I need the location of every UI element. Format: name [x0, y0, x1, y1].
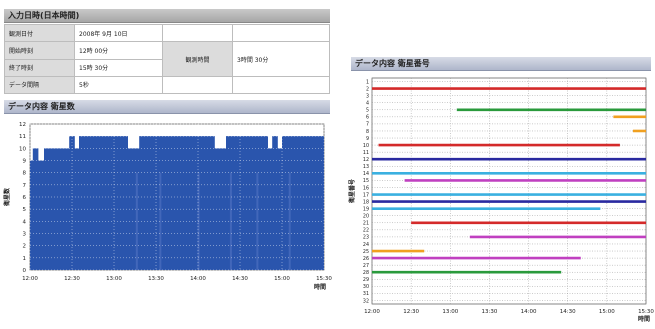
x-tick-label: 13:30: [148, 276, 164, 282]
y-tick-label: 8: [366, 129, 369, 135]
y-tick-label: 19: [363, 206, 369, 212]
duration-value: 3時間 30分: [232, 41, 330, 77]
satellite-number-chart: 1234567891011121314151617181920212223242…: [348, 77, 654, 323]
y-tick-label: 27: [363, 263, 369, 269]
y-tick-label: 31: [363, 291, 369, 297]
start-time-label: 開始時刻: [4, 41, 75, 60]
y-tick-label: 16: [363, 185, 369, 191]
x-tick-label: 13:00: [106, 276, 122, 282]
y-axis-label: 衛星数: [3, 187, 11, 207]
y-tick-label: 10: [363, 143, 369, 149]
area-stripe: [229, 172, 232, 270]
x-tick-label: 14:00: [521, 309, 537, 315]
y-tick-label: 32: [363, 298, 369, 304]
y-tick-label: 25: [363, 249, 369, 255]
y-tick-label: 6: [23, 195, 27, 201]
y-tick-label: 0: [23, 268, 27, 274]
input-datetime-header: 入力日時(日本時間): [4, 9, 330, 23]
y-tick-label: 17: [363, 192, 369, 198]
y-tick-label: 7: [366, 122, 369, 128]
table-row: 開始時刻 12時 00分 観測時間 3時間 30分: [4, 41, 330, 77]
x-axis-label: 時間: [638, 315, 650, 323]
x-tick-label: 13:30: [481, 309, 497, 315]
x-tick-label: 14:30: [232, 276, 248, 282]
table-spacer: [162, 75, 233, 95]
x-tick-label: 14:30: [560, 309, 576, 315]
y-tick-label: 4: [366, 101, 369, 107]
y-tick-label: 2: [366, 86, 369, 92]
table-row: 観測日付 2008年 9月 10日: [4, 23, 330, 43]
y-tick-label: 9: [23, 159, 27, 165]
data-interval-label: データ間隔: [4, 75, 75, 95]
observation-date-label: 観測日付: [4, 23, 75, 43]
y-tick-label: 2: [23, 244, 27, 250]
y-tick-label: 10: [19, 146, 26, 152]
y-tick-label: 26: [363, 256, 369, 262]
satellite-count-area: [30, 136, 324, 270]
y-tick-label: 12: [363, 157, 369, 163]
y-tick-label: 24: [363, 242, 369, 248]
x-tick-label: 12:00: [364, 309, 380, 315]
y-tick-label: 5: [366, 108, 369, 114]
x-tick-label: 12:00: [22, 276, 38, 282]
y-tick-label: 11: [363, 150, 369, 156]
data-interval-value: 5秒: [74, 75, 163, 95]
start-time-value: 12時 00分: [74, 41, 163, 60]
area-stripe: [159, 172, 162, 270]
observation-info-table: 観測日付 2008年 9月 10日 開始時刻 12時 00分 観測時間 3時間 …: [4, 23, 330, 95]
x-tick-label: 15:30: [638, 309, 654, 315]
table-spacer: [232, 23, 330, 43]
area-stripe: [135, 172, 138, 270]
y-tick-label: 6: [366, 115, 369, 121]
y-tick-label: 7: [23, 183, 27, 189]
y-tick-label: 30: [363, 284, 369, 290]
y-tick-label: 28: [363, 270, 369, 276]
end-time-label: 終了時刻: [4, 58, 75, 77]
y-axis-label: 衛星番号: [348, 179, 356, 204]
table-spacer: [232, 75, 330, 95]
y-tick-label: 12: [19, 122, 26, 128]
y-tick-label: 23: [363, 235, 369, 241]
duration-label: 観測時間: [162, 41, 233, 77]
x-tick-label: 14:00: [190, 276, 206, 282]
y-tick-label: 13: [363, 164, 369, 170]
area-stripe: [256, 172, 259, 270]
plot-area: [371, 77, 647, 305]
satellite-number-header: データ内容 衛星番号: [351, 57, 651, 71]
observation-date-value: 2008年 9月 10日: [74, 23, 163, 43]
x-tick-label: 12:30: [64, 276, 80, 282]
y-tick-label: 4: [23, 219, 27, 225]
x-tick-label: 15:30: [316, 276, 332, 282]
y-tick-label: 5: [23, 207, 27, 213]
table-spacer: [162, 23, 233, 43]
y-tick-label: 3: [23, 232, 27, 238]
y-tick-label: 9: [366, 136, 369, 142]
y-tick-label: 20: [363, 214, 369, 220]
x-axis-label: 時間: [314, 283, 326, 291]
y-tick-label: 21: [363, 221, 369, 227]
table-row: 終了時刻 15時 30分: [4, 58, 330, 77]
y-tick-label: 14: [363, 171, 369, 177]
table-row: データ間隔 5秒: [4, 75, 330, 95]
y-tick-label: 29: [363, 277, 369, 283]
y-tick-label: 15: [363, 178, 369, 184]
x-tick-label: 12:30: [403, 309, 419, 315]
y-tick-label: 18: [363, 199, 369, 205]
end-time-value: 15時 30分: [74, 58, 163, 77]
y-tick-label: 1: [366, 79, 369, 85]
satellite-count-header: データ内容 衛星数: [4, 100, 330, 114]
area-stripe: [288, 172, 291, 270]
y-tick-label: 8: [23, 171, 27, 177]
x-tick-label: 15:00: [274, 276, 290, 282]
x-tick-label: 15:00: [599, 309, 615, 315]
y-tick-label: 11: [19, 134, 26, 140]
y-tick-label: 1: [23, 256, 27, 262]
y-tick-label: 22: [363, 228, 369, 234]
y-tick-label: 3: [366, 93, 369, 99]
x-tick-label: 13:00: [442, 309, 458, 315]
